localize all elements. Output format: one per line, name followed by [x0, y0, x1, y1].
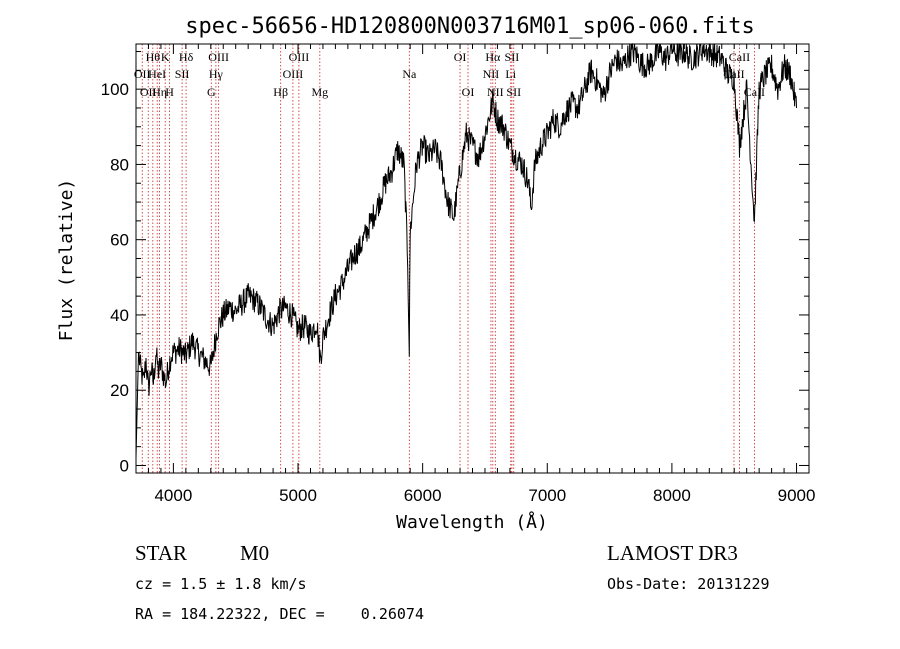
x-tick-label: 4000: [154, 486, 192, 505]
coordinates: RA = 184.22322, DEC = 0.26074: [135, 605, 424, 623]
line-markers: [141, 44, 755, 473]
x-axis-label: Wavelength (Å): [396, 511, 548, 533]
object-class: STAR: [135, 541, 187, 565]
line-marker-label-16: Na: [402, 67, 417, 81]
line-marker-label-10: Hγ: [209, 67, 224, 81]
line-marker-label-14: OIII: [289, 50, 310, 64]
line-marker-label-19: NII: [483, 67, 500, 81]
x-axis-ticks: 4000 5000 6000 7000 8000 9000: [135, 44, 816, 505]
survey-name: LAMOST DR3: [607, 541, 738, 565]
line-marker-label-23: SII: [505, 50, 520, 64]
y-tick-label: 0: [120, 456, 129, 475]
line-marker-label-3: HeI: [148, 67, 166, 81]
line-marker-label-26: CaII: [729, 50, 750, 64]
line-marker-label-6: H: [165, 85, 174, 99]
line-marker-label-9: G: [207, 85, 216, 99]
y-axis-ticks: 0 20 40 60 80 100: [101, 51, 809, 475]
y-tick-label: 100: [101, 80, 129, 99]
x-tick-label: 8000: [653, 486, 691, 505]
line-marker-label-18: OI: [462, 85, 475, 99]
line-marker-label-17: OI: [454, 50, 467, 64]
line-marker-label-1: OII: [140, 85, 157, 99]
x-tick-label: 6000: [404, 486, 442, 505]
line-marker-label-5: K: [161, 50, 170, 64]
line-marker-labels: OIIOIIHθHeIHηKHSIIHδGHγOIIIHβOIIIOIIIMgN…: [134, 50, 765, 99]
line-marker-label-22: Li: [505, 67, 516, 81]
line-marker-label-24: SII: [506, 85, 521, 99]
line-marker-label-2: Hθ: [146, 50, 161, 64]
y-tick-label: 80: [110, 155, 129, 174]
line-marker-label-21: NII: [487, 85, 504, 99]
obs-date: Obs-Date: 20131229: [607, 575, 770, 593]
line-marker-label-15: Mg: [311, 85, 328, 99]
line-marker-label-11: OIII: [208, 50, 229, 64]
line-marker-label-7: SII: [175, 67, 190, 81]
line-marker-label-12: Hβ: [273, 85, 288, 99]
line-marker-label-20: Hα: [485, 50, 501, 64]
object-subclass: M0: [240, 541, 269, 565]
y-axis-label: Flux (relative): [56, 179, 77, 342]
y-tick-label: 40: [110, 306, 129, 325]
x-tick-label: 9000: [778, 486, 816, 505]
spectrum-line: [135, 42, 797, 458]
plot-frame: [135, 43, 810, 474]
chart-title: spec-56656-HD120800N003716M01_sp06-060.f…: [185, 14, 755, 39]
line-marker-label-4: Hη: [152, 85, 167, 99]
line-marker-label-13: OIII: [283, 67, 304, 81]
x-tick-label: 5000: [279, 486, 317, 505]
y-tick-label: 20: [110, 381, 129, 400]
y-tick-label: 60: [110, 231, 129, 250]
line-marker-label-8: Hδ: [179, 50, 194, 64]
x-tick-label: 7000: [528, 486, 566, 505]
redshift-readout: cz = 1.5 ± 1.8 km/s: [135, 575, 307, 593]
